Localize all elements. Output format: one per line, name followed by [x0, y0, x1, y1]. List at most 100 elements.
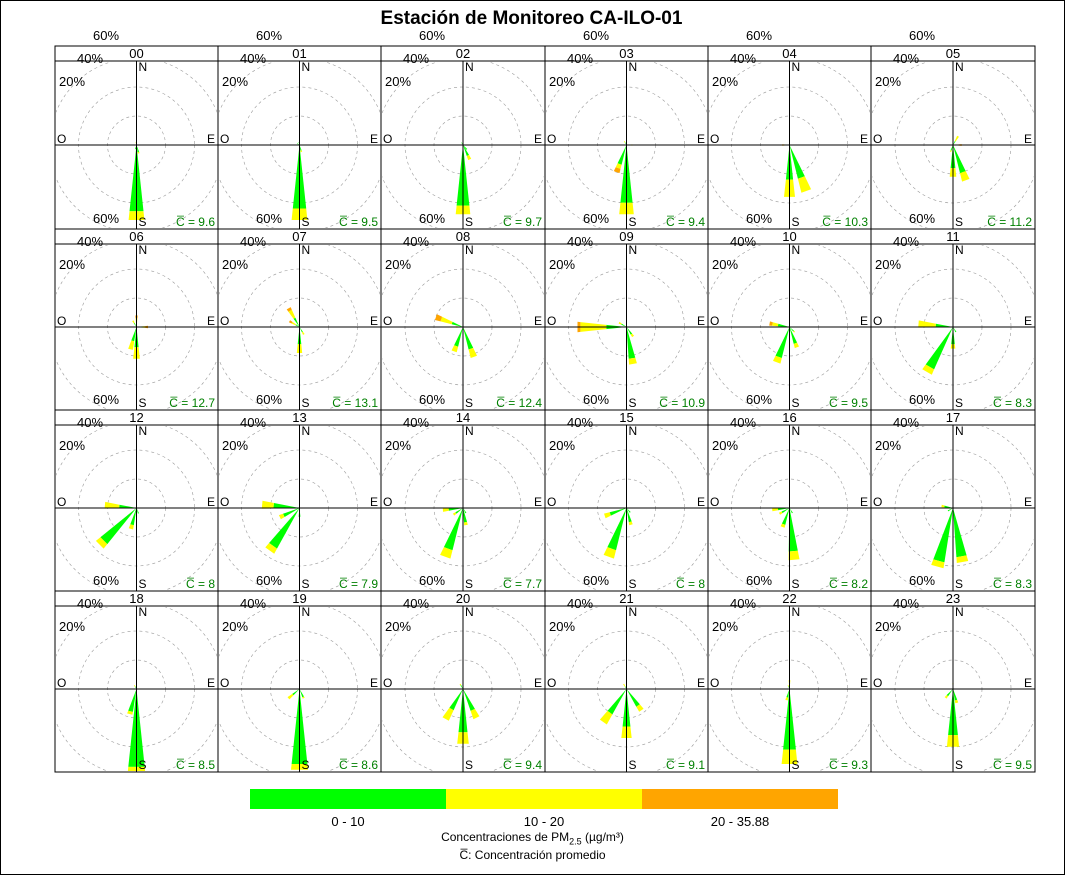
petal-segment: [133, 323, 137, 327]
panel-hour-label: 03: [619, 46, 633, 61]
compass-w: O: [873, 676, 882, 690]
panel-hour-label: 22: [782, 591, 796, 606]
petal-segment: [953, 689, 958, 701]
ring-label: 40%: [403, 234, 429, 249]
panel-hour-label: 01: [292, 46, 306, 61]
panel-mean-stat: C̅ = 9.1: [666, 758, 705, 772]
panel-mean-stat: C̅ = 9.4: [503, 758, 542, 772]
ring-label: 20%: [712, 438, 738, 453]
petal-segment: [626, 689, 640, 707]
petal-segment: [100, 508, 137, 545]
compass-n: N: [955, 243, 964, 257]
petal-segment: [470, 708, 480, 720]
panel-mean-stat: C̅ = 9.4: [666, 215, 705, 229]
petal-segment: [775, 327, 790, 358]
petal-segment: [128, 340, 135, 350]
petal-segment: [922, 364, 935, 375]
compass-e: E: [697, 495, 705, 509]
petal-segment: [944, 695, 949, 699]
ring-label: 60%: [256, 28, 282, 43]
petal-segment: [288, 309, 296, 319]
ring-label: 40%: [240, 596, 266, 611]
ring-label: 60%: [93, 392, 119, 407]
petal-segment: [434, 314, 443, 322]
petal-segment: [626, 327, 636, 359]
compass-w: O: [710, 314, 719, 328]
ring-label: 60%: [909, 211, 935, 226]
ring-label: 60%: [909, 28, 935, 43]
petal-segment: [468, 347, 477, 358]
petal-segment: [628, 521, 633, 526]
compass-e: E: [534, 495, 542, 509]
compass-e: E: [207, 495, 215, 509]
compass-n: N: [302, 424, 311, 438]
petal-segment: [953, 145, 966, 174]
compass-n: N: [792, 243, 801, 257]
petal-segment: [769, 321, 773, 326]
ring-label: 60%: [256, 573, 282, 588]
petal-segment: [617, 145, 627, 165]
compass-n: N: [792, 605, 801, 619]
compass-n: N: [139, 424, 148, 438]
compass-w: O: [547, 314, 556, 328]
petal-segment: [933, 508, 953, 563]
compass-n: N: [792, 424, 801, 438]
petal-segment: [789, 508, 793, 514]
petal-segment: [786, 689, 790, 698]
petal-segment: [607, 689, 627, 715]
compass-n: N: [955, 605, 964, 619]
panel-hour-label: 08: [456, 229, 470, 244]
compass-w: O: [383, 676, 392, 690]
ring-label: 20%: [875, 74, 901, 89]
petal-segment: [451, 321, 463, 327]
ring-label: 20%: [59, 257, 85, 272]
petal-segment: [463, 145, 468, 150]
ring-label: 40%: [567, 234, 593, 249]
petal-segment: [119, 504, 137, 509]
compass-w: O: [547, 676, 556, 690]
petal-segment: [787, 684, 789, 687]
compass-w: O: [220, 676, 229, 690]
petal-segment: [604, 512, 611, 519]
panel-hour-label: 10: [782, 229, 796, 244]
compass-e: E: [697, 132, 705, 146]
panel-03: 03N S O E 60% 40% 20% C̅ = 9.4: [544, 28, 709, 230]
compass-n: N: [465, 60, 474, 74]
petal-segment: [288, 320, 293, 324]
panel-05: 05N S O E 60% 40% 20% C̅ = 11.2: [870, 28, 1036, 230]
petal-segment: [599, 710, 613, 725]
panel-hour-label: 06: [129, 229, 143, 244]
petal-segment: [950, 145, 953, 151]
ring-label: 60%: [746, 573, 772, 588]
ring-label: 40%: [730, 415, 756, 430]
panel-mean-stat: C̅ = 9.5: [339, 215, 378, 229]
compass-s: S: [792, 396, 800, 410]
petal-segment: [778, 511, 783, 515]
compass-n: N: [139, 60, 148, 74]
compass-w: O: [220, 132, 229, 146]
ring-label: 20%: [222, 619, 248, 634]
ring-label: 20%: [59, 619, 85, 634]
petal-segment: [789, 327, 794, 332]
petal-segment: [287, 693, 294, 700]
compass-w: O: [57, 132, 66, 146]
ring-label: 40%: [567, 596, 593, 611]
panel-hour-label: 09: [619, 229, 633, 244]
ring-label: 20%: [385, 74, 411, 89]
petal-segment: [449, 689, 463, 711]
ring-label: 20%: [875, 257, 901, 272]
petal-segment: [466, 154, 472, 161]
panel-hour-label: 20: [456, 591, 470, 606]
petal-segment: [136, 508, 139, 514]
ring-label: 20%: [549, 257, 575, 272]
petal-segment: [941, 504, 945, 508]
petal-segment: [463, 508, 467, 523]
petal-segment: [301, 331, 305, 335]
petal-segment: [623, 683, 626, 687]
petal-segment: [953, 508, 967, 558]
ring-label: 40%: [730, 51, 756, 66]
ring-label: 40%: [567, 415, 593, 430]
